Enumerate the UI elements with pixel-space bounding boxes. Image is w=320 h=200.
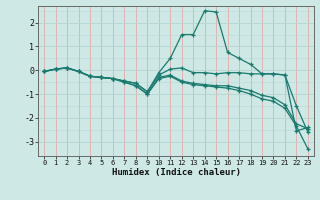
X-axis label: Humidex (Indice chaleur): Humidex (Indice chaleur) bbox=[111, 168, 241, 177]
